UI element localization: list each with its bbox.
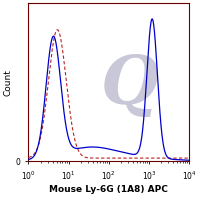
Text: Q: Q [101, 53, 159, 118]
Y-axis label: Count: Count [3, 69, 12, 96]
X-axis label: Mouse Ly-6G (1A8) APC: Mouse Ly-6G (1A8) APC [49, 185, 168, 193]
